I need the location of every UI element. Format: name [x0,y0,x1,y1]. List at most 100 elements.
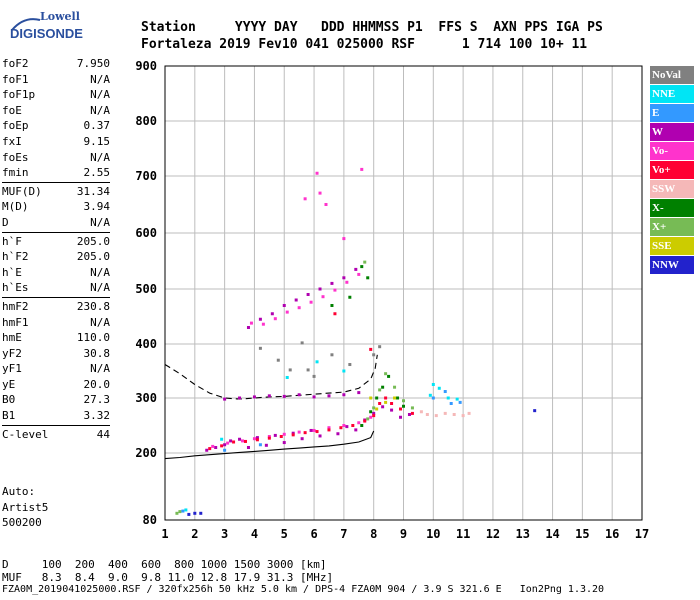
x-tick-label: 9 [400,527,407,541]
y-tick-label: 200 [135,446,157,460]
echo-point [342,424,346,427]
param-row: C-level 44 [2,427,110,443]
logo-product: DIGISONDE [10,26,83,41]
legend-item: NNW [650,256,694,274]
echo-point [378,345,382,349]
param-value: N/A [90,315,110,329]
echo-point [261,322,265,326]
echo-point [220,437,224,441]
param-row: foF1 N/A [2,72,110,88]
param-row: hmF2 230.8 [2,299,110,315]
echo-point [294,298,298,302]
echo-point [419,410,423,414]
echo-point [312,428,316,432]
x-tick-label: 3 [221,527,228,541]
muf-row: MUF 8.3 8.4 9.0 9.8 11.0 12.8 17.9 31.3 … [2,571,334,584]
param-row: B0 27.3 [2,392,110,408]
echo-point [223,443,227,447]
echo-point [384,396,388,400]
echo-point [428,393,432,397]
echo-point [378,388,382,392]
x-tick-label: 16 [605,527,619,541]
echo-point [211,444,215,448]
echo-point [255,436,259,440]
echo-point [437,386,441,390]
scaled-parameters-panel: foF2 7.950 foF1 N/A foF1p N/A foE N/A foEp 0.37 fx… [2,56,110,442]
echo-point [351,424,355,427]
autoscale-method: Artist5 [2,500,49,514]
digisonde-logo: Lowell DIGISONDE [6,8,83,52]
echo-point [446,396,450,400]
echo-point [410,411,414,415]
echo-point [431,383,435,386]
echo-point [270,312,274,316]
param-row: foF2 7.950 [2,56,110,72]
param-value: 30.8 [83,346,111,360]
echo-point [327,428,331,432]
param-value: 31.34 [76,184,110,198]
param-separator [2,424,110,426]
echo-point [345,280,349,284]
param-value: 27.3 [83,393,111,407]
param-value: N/A [90,88,110,102]
echo-point [282,304,286,307]
echo-point [363,260,367,264]
echo-point [339,426,343,430]
echo-point [267,394,271,398]
echo-point [360,424,364,427]
echo-point [434,414,438,418]
legend-item: W [650,123,694,141]
echo-point [312,374,316,378]
echo-point [232,440,236,444]
echo-point [273,317,277,321]
x-tick-label: 6 [310,527,317,541]
param-row: h`F 205.0 [2,234,110,250]
echo-point [378,402,382,405]
param-row: fxI 9.15 [2,134,110,150]
echo-point [306,368,310,372]
echo-point [381,405,385,409]
echo-point [288,368,292,372]
header-values: Fortaleza 2019 Fev10 041 025000 RSF 1 71… [141,37,588,52]
param-separator [2,296,110,298]
echo-point [407,413,411,416]
legend-item: NNE [650,85,694,103]
legend-item: Vo+ [650,161,694,179]
echo-point [399,407,403,411]
echo-point [315,430,319,434]
echo-point [342,237,346,241]
param-label: h`E [2,265,22,279]
echo-point [372,353,376,357]
echo-point [443,390,447,394]
echo-point [297,430,301,434]
echo-point [306,293,310,296]
echo-point [354,267,358,271]
param-label: MUF(D) [2,184,42,198]
legend-item: NoVal [650,66,694,84]
echo-point [214,446,218,449]
param-value: 205.0 [76,234,110,248]
param-separator [2,231,110,233]
echo-point [220,444,224,448]
echo-point [285,375,289,379]
param-value: 9.15 [83,134,111,148]
echo-point [246,326,250,329]
header-columns: Station YYYY DAY DDD HHMMSS P1 FFS S AXN… [141,20,603,35]
echo-point [184,508,188,512]
echo-point [276,358,280,362]
param-label: B1 [2,409,16,423]
legend-item: X+ [650,218,694,236]
echo-point [241,439,245,443]
echo-point [342,393,346,397]
echo-point [366,417,370,421]
y-tick-label: 700 [135,169,157,183]
echo-point [348,363,352,367]
x-tick-label: 12 [486,527,500,541]
polarization-legend: NoVal NNE E W Vo- Vo+ SSW X- X+ SSE NNW [650,66,694,275]
echo-point [399,415,403,419]
legend-item: Vo- [650,142,694,160]
echo-point [369,415,373,419]
param-label: fxI [2,134,22,148]
y-tick-label: 500 [135,282,157,296]
echo-point [410,406,414,410]
